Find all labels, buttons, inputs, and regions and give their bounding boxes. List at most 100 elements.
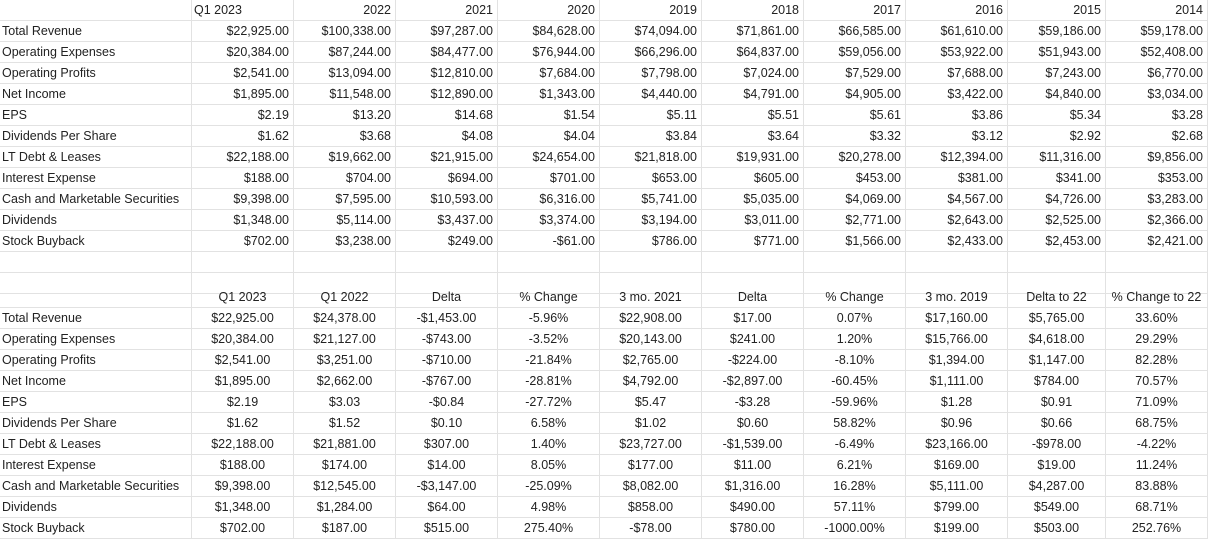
table-cell[interactable]: -6.49% — [804, 434, 906, 455]
table-cell[interactable]: -$61.00 — [498, 231, 600, 252]
row-label-cell[interactable]: Total Revenue — [0, 21, 192, 42]
table-cell[interactable]: $5,765.00 — [1008, 308, 1106, 329]
table-cell[interactable]: $2,525.00 — [1008, 210, 1106, 231]
table-cell[interactable]: $4,069.00 — [804, 189, 906, 210]
table-cell[interactable]: $97,287.00 — [396, 21, 498, 42]
row-label-cell[interactable]: Operating Profits — [0, 350, 192, 371]
column-header-cell[interactable]: % Change to 22 — [1106, 287, 1208, 308]
table-cell[interactable]: $3,251.00 — [294, 350, 396, 371]
table-cell[interactable]: $2,453.00 — [1008, 231, 1106, 252]
table-cell[interactable]: $353.00 — [1106, 168, 1208, 189]
table-cell[interactable]: $21,881.00 — [294, 434, 396, 455]
table-cell[interactable]: 11.24% — [1106, 455, 1208, 476]
table-cell[interactable]: $20,278.00 — [804, 147, 906, 168]
table-cell[interactable]: $13,094.00 — [294, 63, 396, 84]
table-cell[interactable]: -$978.00 — [1008, 434, 1106, 455]
empty-cell[interactable] — [498, 273, 600, 294]
table-cell[interactable]: 6.21% — [804, 455, 906, 476]
table-cell[interactable]: $341.00 — [1008, 168, 1106, 189]
table-cell[interactable]: 1.40% — [498, 434, 600, 455]
row-label-cell[interactable]: Cash and Marketable Securities — [0, 476, 192, 497]
table-cell[interactable]: $0.60 — [702, 413, 804, 434]
table-cell[interactable]: -$224.00 — [702, 350, 804, 371]
table-cell[interactable]: -$3,147.00 — [396, 476, 498, 497]
table-cell[interactable]: $61,610.00 — [906, 21, 1008, 42]
table-cell[interactable]: $1,147.00 — [1008, 350, 1106, 371]
empty-cell[interactable] — [804, 273, 906, 294]
empty-cell[interactable] — [192, 273, 294, 294]
table-cell[interactable]: $64,837.00 — [702, 42, 804, 63]
table-cell[interactable]: 6.58% — [498, 413, 600, 434]
table-cell[interactable]: $6,770.00 — [1106, 63, 1208, 84]
table-cell[interactable]: $5,114.00 — [294, 210, 396, 231]
row-label-cell[interactable]: Interest Expense — [0, 168, 192, 189]
row-label-cell[interactable]: Interest Expense — [0, 455, 192, 476]
table-cell[interactable]: $14.00 — [396, 455, 498, 476]
table-cell[interactable]: 71.09% — [1106, 392, 1208, 413]
table-cell[interactable]: $52,408.00 — [1106, 42, 1208, 63]
table-cell[interactable]: $1,348.00 — [192, 210, 294, 231]
row-label-cell[interactable]: Cash and Marketable Securities — [0, 189, 192, 210]
table-cell[interactable]: $23,727.00 — [600, 434, 702, 455]
table-cell[interactable]: $2,765.00 — [600, 350, 702, 371]
empty-cell[interactable] — [396, 252, 498, 273]
table-cell[interactable]: $771.00 — [702, 231, 804, 252]
table-cell[interactable]: $53,922.00 — [906, 42, 1008, 63]
table-cell[interactable]: $0.10 — [396, 413, 498, 434]
table-cell[interactable]: $307.00 — [396, 434, 498, 455]
table-cell[interactable]: $784.00 — [1008, 371, 1106, 392]
table-cell[interactable]: $1,566.00 — [804, 231, 906, 252]
table-cell[interactable]: $10,593.00 — [396, 189, 498, 210]
table-cell[interactable]: $3,437.00 — [396, 210, 498, 231]
table-cell[interactable]: $7,595.00 — [294, 189, 396, 210]
row-label-cell[interactable]: Operating Expenses — [0, 42, 192, 63]
column-header-cell[interactable] — [0, 0, 192, 21]
table-cell[interactable]: $20,384.00 — [192, 329, 294, 350]
table-cell[interactable]: $453.00 — [804, 168, 906, 189]
empty-cell[interactable] — [702, 252, 804, 273]
table-cell[interactable]: $1,111.00 — [906, 371, 1008, 392]
table-cell[interactable]: $1,895.00 — [192, 84, 294, 105]
table-cell[interactable]: $9,398.00 — [192, 189, 294, 210]
row-label-cell[interactable]: Stock Buyback — [0, 231, 192, 252]
table-cell[interactable]: 1.20% — [804, 329, 906, 350]
table-cell[interactable]: $5,741.00 — [600, 189, 702, 210]
table-cell[interactable]: $23,166.00 — [906, 434, 1008, 455]
table-cell[interactable]: $74,094.00 — [600, 21, 702, 42]
table-cell[interactable]: $3,283.00 — [1106, 189, 1208, 210]
empty-cell[interactable] — [0, 252, 192, 273]
table-cell[interactable]: $19,662.00 — [294, 147, 396, 168]
column-header-cell[interactable]: 3 mo. 2021 — [600, 287, 702, 308]
table-cell[interactable]: 83.88% — [1106, 476, 1208, 497]
table-cell[interactable]: $5.61 — [804, 105, 906, 126]
empty-cell[interactable] — [1106, 252, 1208, 273]
column-header-cell[interactable]: 2019 — [600, 0, 702, 21]
table-cell[interactable]: -$3.28 — [702, 392, 804, 413]
table-cell[interactable]: $702.00 — [192, 231, 294, 252]
table-cell[interactable]: $20,384.00 — [192, 42, 294, 63]
table-cell[interactable]: $799.00 — [906, 497, 1008, 518]
table-cell[interactable]: $24,378.00 — [294, 308, 396, 329]
table-cell[interactable]: $5.11 — [600, 105, 702, 126]
table-cell[interactable]: $701.00 — [498, 168, 600, 189]
table-cell[interactable]: $3.68 — [294, 126, 396, 147]
table-cell[interactable]: $59,178.00 — [1106, 21, 1208, 42]
table-cell[interactable]: $3.12 — [906, 126, 1008, 147]
table-cell[interactable]: $2,541.00 — [192, 350, 294, 371]
row-label-cell[interactable]: Dividends — [0, 210, 192, 231]
table-cell[interactable]: $549.00 — [1008, 497, 1106, 518]
table-cell[interactable]: $5.51 — [702, 105, 804, 126]
row-label-cell[interactable]: Operating Expenses — [0, 329, 192, 350]
table-cell[interactable]: 16.28% — [804, 476, 906, 497]
table-cell[interactable]: $1,394.00 — [906, 350, 1008, 371]
table-cell[interactable]: $3,374.00 — [498, 210, 600, 231]
table-cell[interactable]: $2,541.00 — [192, 63, 294, 84]
table-cell[interactable]: $7,529.00 — [804, 63, 906, 84]
table-cell[interactable]: $66,585.00 — [804, 21, 906, 42]
table-cell[interactable]: $249.00 — [396, 231, 498, 252]
column-header-cell[interactable]: 2017 — [804, 0, 906, 21]
table-cell[interactable]: $1.52 — [294, 413, 396, 434]
table-cell[interactable]: $1.02 — [600, 413, 702, 434]
table-cell[interactable]: 57.11% — [804, 497, 906, 518]
table-cell[interactable]: $1.62 — [192, 413, 294, 434]
